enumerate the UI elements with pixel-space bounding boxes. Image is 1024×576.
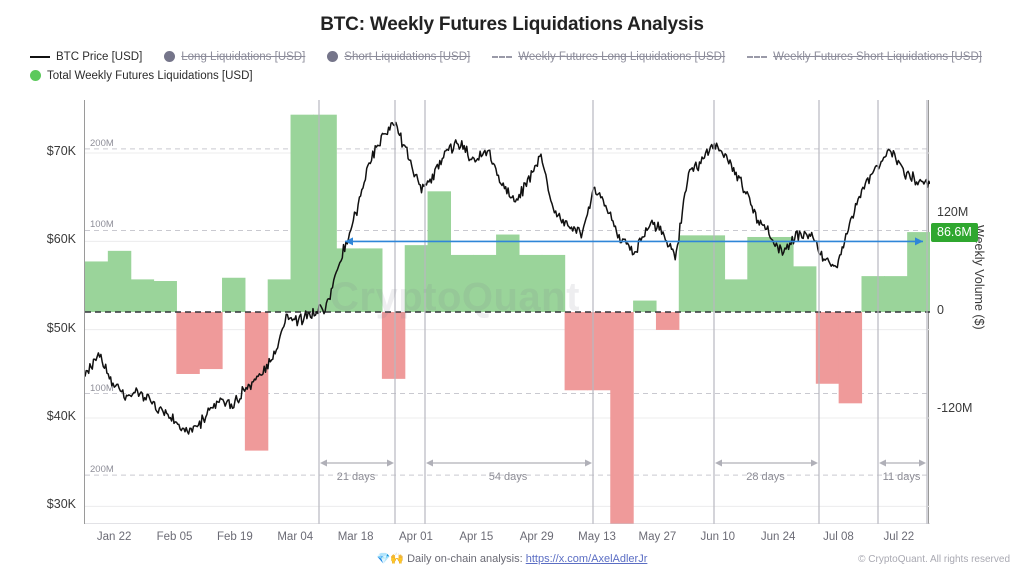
legend-label: Total Weekly Futures Liquidations [USD] — [47, 69, 253, 82]
span-label: 11 days — [882, 471, 921, 483]
footer-text: Daily on-chain analysis: — [407, 553, 523, 565]
dash-marker-icon — [492, 55, 513, 58]
y-axis-left-tick: $70K — [46, 144, 76, 158]
legend-item-weekly-long-liquidations[interactable]: Weekly Futures Long Liquidations [USD] — [492, 47, 725, 66]
x-axis-tick: Jun 10 — [700, 531, 736, 543]
legend-item-btc-price[interactable]: BTC Price [USD] — [30, 47, 142, 66]
x-axis-tick: Apr 15 — [459, 531, 494, 543]
legend-item-total-weekly-liquidations[interactable]: Total Weekly Futures Liquidations [USD] — [30, 66, 253, 85]
x-axis-tick: May 13 — [578, 531, 616, 543]
page-title: BTC: Weekly Futures Liquidations Analysi… — [320, 14, 704, 35]
x-axis-tick: Apr 29 — [519, 531, 554, 543]
chart-legend: BTC Price [USD] Long Liquidations [USD] … — [30, 47, 1010, 85]
footer-link[interactable]: https://x.com/AxelAdlerJr — [525, 553, 648, 565]
x-axis-tick: Mar 04 — [277, 531, 314, 543]
inner-gridline-label: 200M — [90, 464, 114, 476]
x-axis-tick: Apr 01 — [399, 531, 433, 543]
plot-area[interactable] — [84, 100, 930, 524]
y-axis-right-tick: 0 — [937, 303, 944, 317]
x-axis-tick: Feb 19 — [216, 531, 253, 543]
y-axis-left-tick: $40K — [46, 409, 76, 423]
footer-attribution: 💎🙌 Daily on-chain analysis: https://x.co… — [0, 552, 1024, 565]
legend-item-short-liquidations[interactable]: Short Liquidations [USD] — [327, 47, 470, 66]
legend-label: Short Liquidations [USD] — [344, 50, 471, 63]
inner-gridline-label: 100M — [90, 382, 114, 394]
span-label: 28 days — [746, 471, 785, 483]
legend-item-weekly-short-liquidations[interactable]: Weekly Futures Short Liquidations [USD] — [747, 47, 982, 66]
inner-gridline-label: 200M — [90, 137, 114, 149]
chart-canvas — [85, 100, 930, 524]
legend-label: Long Liquidations [USD] — [181, 50, 306, 63]
dot-marker-icon — [164, 51, 176, 62]
dot-marker-icon — [327, 51, 339, 62]
legend-label: BTC Price [USD] — [56, 50, 143, 63]
x-axis-tick: Jul 08 — [823, 531, 854, 543]
y-axis-left-tick: $50K — [46, 320, 76, 335]
x-axis-tick: Jan 22 — [96, 531, 132, 543]
line-marker-icon — [30, 55, 50, 58]
dash-marker-icon — [747, 55, 768, 58]
legend-label: Weekly Futures Short Liquidations [USD] — [773, 50, 982, 63]
copyright-text: © CryptoQuant. All rights reserved — [858, 554, 1010, 565]
legend-item-long-liquidations[interactable]: Long Liquidations [USD] — [164, 47, 305, 66]
y-axis-right-tick: 120M — [937, 205, 969, 220]
gem-hands-icon: 💎🙌 — [376, 553, 405, 565]
y-axis-left-tick: $60K — [46, 232, 76, 247]
current-value-badge: 86.6M — [931, 223, 978, 242]
x-axis-tick: Mar 18 — [337, 531, 374, 543]
x-axis-tick: Jun 24 — [760, 531, 796, 543]
x-axis-tick: Jul 22 — [883, 531, 915, 543]
legend-label: Weekly Futures Long Liquidations [USD] — [518, 50, 726, 63]
span-label: 54 days — [488, 471, 528, 483]
span-label: 21 days — [336, 471, 376, 483]
inner-gridline-label: 100M — [90, 219, 114, 231]
x-axis-tick: Feb 05 — [156, 531, 193, 543]
y-axis-right-tick: -120M — [937, 400, 973, 415]
y-axis-left-tick: $30K — [46, 497, 76, 512]
x-axis-tick: May 27 — [638, 531, 677, 543]
dot-marker-icon — [30, 70, 41, 81]
